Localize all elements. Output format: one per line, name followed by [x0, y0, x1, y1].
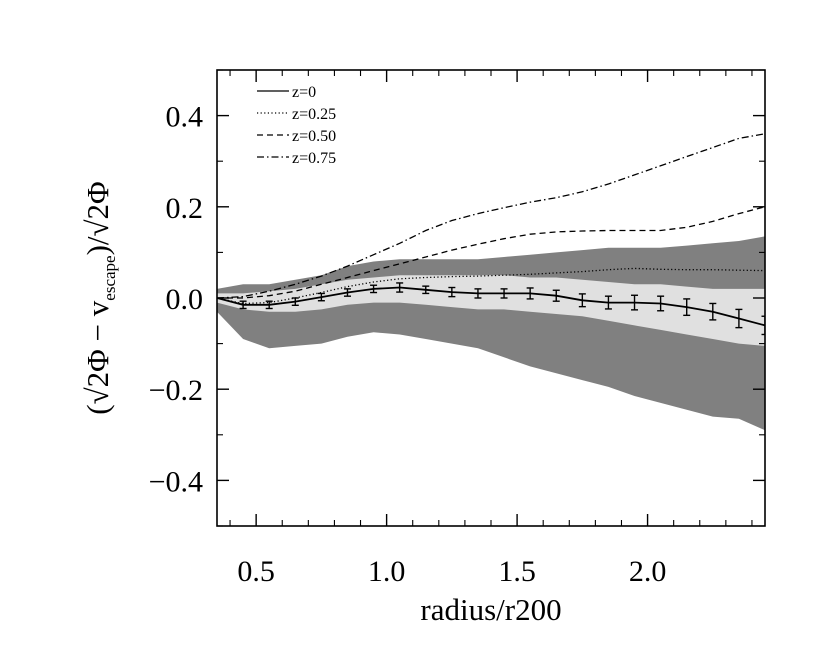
x-axis-title: radius/r200	[420, 592, 561, 627]
error-bar	[683, 298, 691, 317]
y-axis-title-part2: )/	[80, 236, 115, 255]
legend-label-z075: z=0.75	[292, 150, 336, 167]
error-bar	[448, 286, 456, 298]
y-axis-title-open: (	[80, 404, 115, 414]
legend-label-z025: z=0.25	[292, 106, 336, 123]
y-axis-title-part1: 2Φ − v	[80, 300, 115, 387]
error-bar	[265, 300, 273, 310]
band-inner	[217, 275, 765, 346]
legend-label-z0: z=0	[292, 84, 316, 101]
legend: z=0 z=0.25 z=0.50 z=0.75	[257, 84, 336, 167]
error-bar	[657, 295, 665, 312]
series-layer	[217, 133, 765, 327]
error-bar	[500, 288, 508, 299]
y-axis-title: (√2Φ − vescape)/√2Φ	[80, 181, 119, 414]
y-axis-title-sqrt1: √	[80, 387, 115, 404]
x-tick-label: 2.0	[629, 555, 667, 588]
error-bar	[474, 288, 482, 299]
y-tick-label: −0.4	[149, 465, 203, 498]
error-bar	[396, 282, 404, 293]
y-axis-title-sqrt2: √	[80, 219, 115, 236]
series-line-z050	[217, 206, 765, 299]
error-bar-layer	[239, 282, 765, 336]
error-bar	[604, 295, 612, 310]
error-bar	[578, 293, 586, 308]
error-bar	[370, 284, 378, 294]
x-tick-label: 0.5	[237, 555, 275, 588]
svg-text:(√2Φ − vescape)/√2Φ: (√2Φ − vescape)/√2Φ	[80, 181, 119, 414]
y-tick-label: 0.4	[166, 101, 204, 134]
error-bar	[422, 285, 430, 295]
y-tick-label: 0.2	[166, 192, 204, 225]
error-bar	[552, 289, 560, 302]
series-line-z0	[217, 286, 765, 327]
error-bar	[526, 287, 534, 300]
error-bar	[761, 315, 765, 336]
y-axis-title-subscript: escape	[100, 255, 119, 300]
y-tick-label: −0.2	[149, 374, 203, 407]
tick-layer: 0.5 1.0 1.5 2.0 −0.4 −0.2 0.0 0.2 0.4	[149, 69, 765, 588]
error-bar	[291, 297, 299, 306]
y-axis-title-part3: 2Φ	[80, 181, 115, 219]
y-tick-label: 0.0	[166, 283, 204, 316]
legend-label-z050: z=0.50	[292, 128, 336, 145]
x-tick-label: 1.0	[368, 555, 406, 588]
error-bar	[735, 308, 743, 329]
series-line-z075	[217, 133, 765, 299]
error-bar	[709, 302, 717, 321]
error-bar	[317, 292, 325, 302]
error-bar	[631, 294, 639, 311]
x-tick-label: 1.5	[498, 555, 536, 588]
error-bar	[343, 288, 351, 297]
error-bar	[239, 300, 247, 310]
band-layer	[217, 236, 765, 431]
